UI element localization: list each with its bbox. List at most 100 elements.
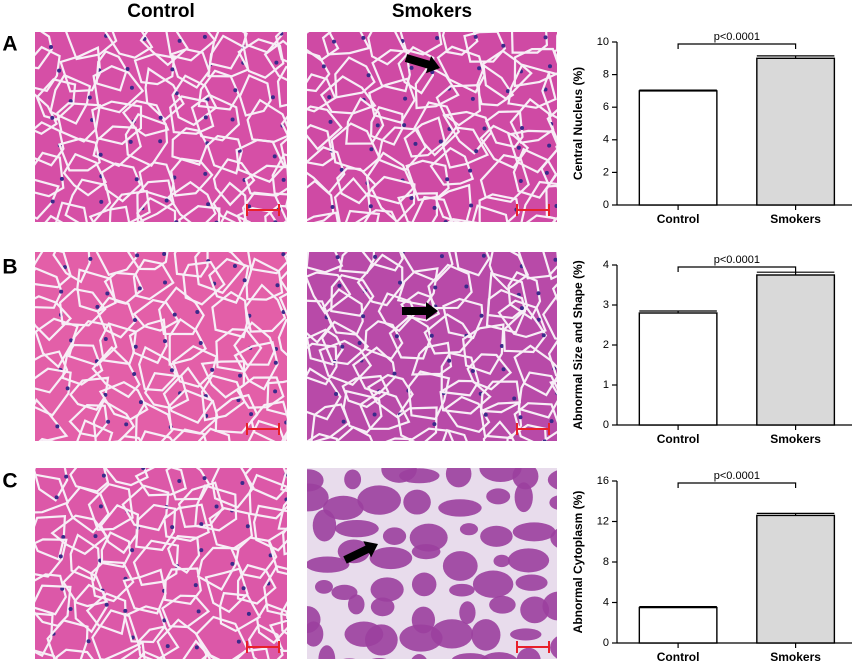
fiber <box>479 468 522 482</box>
nucleus <box>168 450 172 454</box>
fiber-border <box>196 546 240 591</box>
fiber-border <box>206 134 243 175</box>
fiber-border <box>46 619 89 659</box>
nucleus <box>50 199 55 204</box>
fiber <box>451 653 489 659</box>
fiber <box>480 525 513 547</box>
fiber-border <box>87 482 134 531</box>
fiber-border <box>410 341 453 376</box>
fiber <box>307 556 350 573</box>
fiber-border <box>55 648 94 659</box>
fiber-border <box>248 473 287 520</box>
nucleus <box>518 178 523 183</box>
fiber-border <box>104 468 149 487</box>
fiber-border <box>454 252 491 277</box>
nucleus <box>202 34 207 39</box>
fiber-border <box>307 179 335 222</box>
nucleus <box>330 204 335 209</box>
fiber-border <box>117 435 142 441</box>
nucleus <box>369 147 374 152</box>
fiber <box>382 527 407 545</box>
fiber-border <box>358 390 411 430</box>
fiber-border <box>35 468 69 502</box>
fiber-border <box>158 286 205 336</box>
fiber-border <box>35 473 70 514</box>
fiber-border <box>250 400 287 441</box>
nucleus <box>542 439 547 441</box>
nucleus <box>238 373 243 378</box>
nucleus <box>104 602 109 607</box>
nucleus <box>500 228 504 232</box>
fiber-border <box>277 318 287 357</box>
fiber-border <box>218 591 261 633</box>
nucleus <box>93 534 98 539</box>
nucleus <box>133 344 138 349</box>
fiber <box>438 499 482 517</box>
nucleus <box>591 389 595 393</box>
fiber-border <box>244 283 287 333</box>
fiber-border <box>132 258 175 301</box>
nucleus <box>586 37 590 41</box>
nucleus <box>327 95 332 100</box>
nucleus <box>469 203 474 208</box>
fiber <box>364 624 398 656</box>
arrow <box>404 54 440 74</box>
nucleus <box>501 43 506 48</box>
fiber-border <box>367 32 407 66</box>
micrograph <box>35 252 287 454</box>
fiber-border <box>549 379 557 396</box>
nucleus <box>275 283 280 288</box>
fiber-border <box>76 419 114 441</box>
nucleus <box>123 608 128 613</box>
fiber-border <box>91 609 142 659</box>
scale-bar <box>516 641 550 653</box>
fiber-border <box>55 201 88 222</box>
nucleus <box>470 96 475 101</box>
fiber-border <box>307 328 344 366</box>
fiber-border <box>137 625 180 659</box>
fiber <box>471 619 501 651</box>
fiber-border <box>233 341 279 391</box>
nucleus <box>579 253 583 257</box>
nucleus <box>501 367 506 372</box>
nucleus <box>335 255 340 260</box>
fiber-border <box>170 157 214 197</box>
fiber-border <box>440 351 480 397</box>
fiber-border <box>411 195 454 222</box>
nucleus <box>281 177 286 182</box>
fiber <box>371 657 387 659</box>
nucleus <box>548 64 553 69</box>
nucleus <box>393 222 397 226</box>
nucleus <box>477 66 482 71</box>
fiber-border <box>517 371 557 419</box>
fiber-border <box>56 102 102 143</box>
fiber <box>515 574 548 591</box>
fiber-border <box>124 113 169 167</box>
nucleus <box>433 285 438 290</box>
fiber-border <box>307 252 344 274</box>
nucleus <box>249 412 254 417</box>
panel-label: C <box>2 470 17 493</box>
fiber <box>449 583 475 597</box>
fiber-border <box>241 191 287 222</box>
x-tick-label: Control <box>657 432 700 446</box>
scale-bar <box>246 204 280 216</box>
nucleus <box>105 445 109 449</box>
nucleus <box>519 306 524 311</box>
nucleus <box>135 253 140 258</box>
nucleus <box>470 446 474 450</box>
micrograph-content <box>35 32 305 240</box>
fiber-border <box>355 209 398 222</box>
nucleus <box>301 61 305 65</box>
nucleus <box>273 360 278 365</box>
fiber-border <box>58 288 107 327</box>
fiber-border <box>91 345 141 399</box>
fiber-border <box>208 257 250 304</box>
nucleus <box>58 554 63 559</box>
panel-label: B <box>2 256 17 279</box>
nucleus <box>162 252 167 256</box>
fiber-border <box>167 180 217 222</box>
fiber-border <box>208 507 254 551</box>
nucleus <box>249 236 253 240</box>
